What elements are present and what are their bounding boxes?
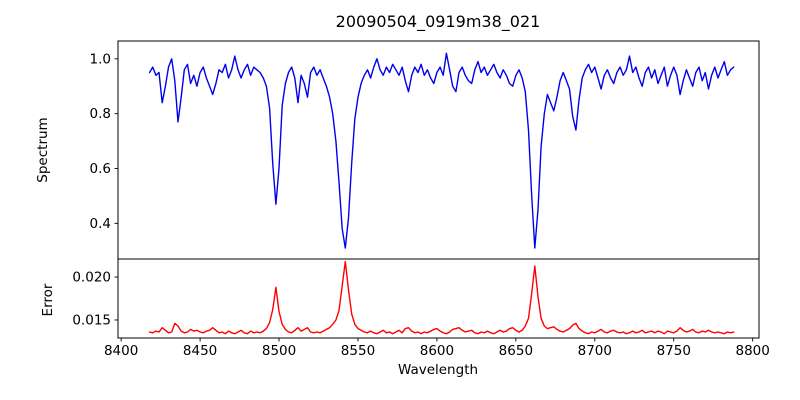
x-tick-label: 8550: [341, 343, 375, 359]
x-tick-label: 8500: [262, 343, 296, 359]
x-tick-label: 8750: [657, 343, 691, 359]
tick-layer: 0.4 0.6 0.8 1.0 0.015 0.020 8400 8450 8500 8550 86…: [72, 51, 770, 359]
spectrum-y-tick-label: 0.4: [90, 216, 111, 232]
error-line: [148, 260, 735, 335]
spectrum-y-axis-label: Spectrum: [35, 117, 51, 182]
chart-title: 20090504_0919m38_021: [336, 12, 541, 32]
error-y-axis-label: Error: [40, 283, 56, 316]
spectrum-y-tick-label: 0.6: [90, 161, 111, 177]
x-tick-label: 8700: [578, 343, 612, 359]
x-axis-label: Wavelength: [398, 362, 478, 378]
spectrum-y-tick-label: 1.0: [90, 51, 111, 67]
error-y-tick-label: 0.015: [72, 312, 111, 328]
x-tick-label: 8450: [183, 343, 217, 359]
error-axes-box: [117, 258, 760, 339]
x-tick-label: 8650: [499, 343, 533, 359]
error-y-tick-label: 0.020: [72, 270, 111, 286]
spectrum-line: [148, 52, 735, 249]
x-tick-label: 8600: [420, 343, 454, 359]
spectrum-y-tick-label: 0.8: [90, 106, 111, 122]
x-tick-label: 8400: [104, 343, 138, 359]
x-tick-label: 8800: [736, 343, 770, 359]
